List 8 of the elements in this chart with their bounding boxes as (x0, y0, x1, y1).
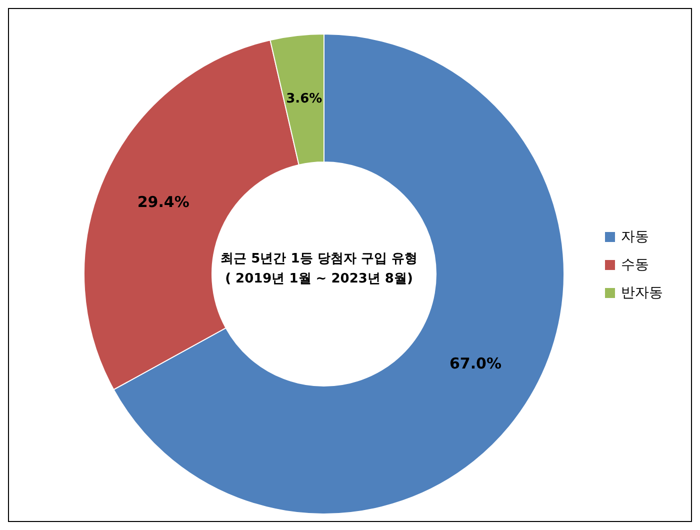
text: ( 2019년 1월 ~ 2023년 8월) (225, 272, 413, 286)
legend-label: 자동 (621, 228, 649, 247)
text: 최근 5년간 1등 당첨자 구입 유형 (220, 252, 418, 266)
legend-label: 수동 (621, 256, 649, 275)
data-label: 29.4% (137, 193, 190, 212)
legend-label: 반자동 (621, 284, 663, 303)
data-label: 67.0% (449, 354, 502, 373)
data-label: 3.6% (286, 92, 322, 107)
